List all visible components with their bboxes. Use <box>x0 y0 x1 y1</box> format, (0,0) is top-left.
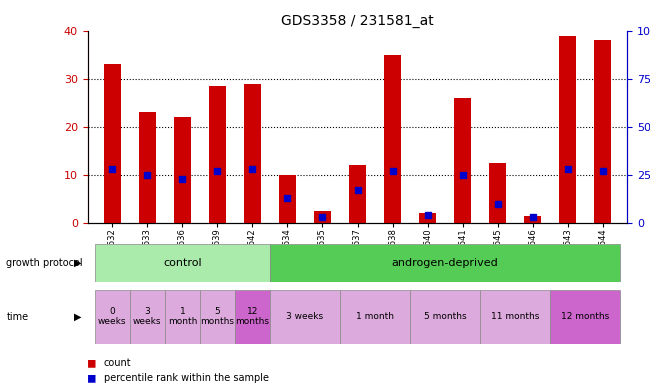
Bar <box>454 98 471 223</box>
Text: 12 months: 12 months <box>561 312 609 321</box>
Bar <box>279 175 296 223</box>
Text: percentile rank within the sample: percentile rank within the sample <box>104 373 269 383</box>
Title: GDS3358 / 231581_at: GDS3358 / 231581_at <box>281 14 434 28</box>
Text: 12
months: 12 months <box>235 307 269 326</box>
Bar <box>270 290 340 344</box>
Bar <box>95 244 270 282</box>
Bar <box>270 244 620 282</box>
Text: control: control <box>163 258 202 268</box>
Bar <box>410 290 480 344</box>
Bar <box>130 290 165 344</box>
Bar <box>550 290 620 344</box>
Text: 5 months: 5 months <box>424 312 467 321</box>
Text: time: time <box>6 312 29 322</box>
Bar <box>349 165 366 223</box>
Bar <box>559 36 577 223</box>
Bar <box>235 290 270 344</box>
Bar <box>419 213 436 223</box>
Bar <box>384 55 401 223</box>
Text: 0
weeks: 0 weeks <box>98 307 127 326</box>
Text: 5
months: 5 months <box>200 307 235 326</box>
Bar <box>244 84 261 223</box>
Text: ▶: ▶ <box>73 258 81 268</box>
Text: growth protocol: growth protocol <box>6 258 83 268</box>
Bar <box>480 290 550 344</box>
Bar <box>200 290 235 344</box>
Text: androgen-deprived: androgen-deprived <box>392 258 499 268</box>
Text: 3
weeks: 3 weeks <box>133 307 162 326</box>
Bar <box>95 290 130 344</box>
Text: 11 months: 11 months <box>491 312 540 321</box>
Bar <box>314 211 332 223</box>
Text: 1
month: 1 month <box>168 307 197 326</box>
Text: ■: ■ <box>88 372 96 384</box>
Bar <box>489 163 506 223</box>
Bar <box>174 117 191 223</box>
Bar <box>138 112 156 223</box>
Bar <box>209 86 226 223</box>
Text: ■: ■ <box>88 356 96 369</box>
Bar <box>524 215 541 223</box>
Bar <box>165 290 200 344</box>
Text: 1 month: 1 month <box>356 312 394 321</box>
Text: 3 weeks: 3 weeks <box>287 312 324 321</box>
Text: ▶: ▶ <box>73 312 81 322</box>
Text: count: count <box>104 358 131 368</box>
Bar <box>103 64 121 223</box>
Bar <box>594 40 612 223</box>
Bar <box>340 290 410 344</box>
